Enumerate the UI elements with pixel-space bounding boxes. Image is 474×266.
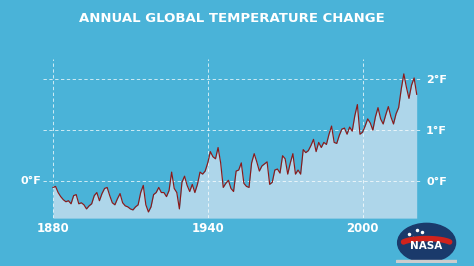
Circle shape bbox=[398, 223, 456, 262]
Text: NASA: NASA bbox=[410, 241, 443, 251]
Text: ANNUAL GLOBAL TEMPERATURE CHANGE: ANNUAL GLOBAL TEMPERATURE CHANGE bbox=[79, 12, 385, 25]
Text: 0°F: 0°F bbox=[20, 176, 41, 186]
Bar bbox=[396, 260, 457, 263]
